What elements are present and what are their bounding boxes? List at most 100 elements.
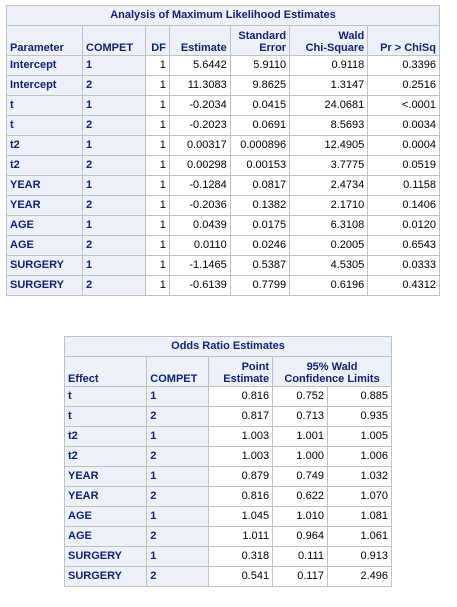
point-estimate-cell: 1.003	[208, 426, 274, 447]
pvalue-cell: 0.4312	[367, 275, 440, 296]
compet-cell: 1	[146, 426, 210, 447]
stderr-cell: 0.00153	[229, 155, 291, 176]
mle-table-row: Intercept 1 1 5.6442 5.9110 0.9118 0.3396	[5, 55, 440, 76]
df-cell: 1	[145, 255, 170, 276]
compet-cell: 2	[82, 155, 146, 176]
effect-cell: SURGERY	[63, 546, 148, 567]
parameter-cell: SURGERY	[5, 275, 84, 296]
mle-table-row: Intercept 2 1 11.3083 9.8625 1.3147 0.2516	[5, 75, 440, 96]
upper-limit-cell: 0.935	[326, 406, 393, 427]
estimate-cell: -0.6139	[168, 275, 231, 296]
effect-cell: YEAR	[63, 466, 148, 487]
lower-limit-cell: 0.713	[272, 406, 328, 427]
stderr-cell: 0.0817	[229, 175, 291, 196]
mle-table-row: t2 2 1 0.00298 0.00153 3.7775 0.0519	[5, 155, 440, 176]
compet-cell: 2	[146, 486, 210, 507]
estimate-cell: -0.1284	[168, 175, 231, 196]
parameter-cell: t	[5, 115, 84, 136]
odds-header-point-top: Point	[241, 361, 270, 373]
mle-header-wald-top: Wald	[338, 30, 365, 42]
chisq-cell: 1.3147	[289, 75, 369, 96]
df-cell: 1	[145, 155, 170, 176]
effect-cell: AGE	[63, 526, 148, 547]
upper-limit-cell: 1.006	[326, 446, 393, 467]
df-cell: 1	[145, 195, 170, 216]
upper-limit-cell: 1.070	[326, 486, 393, 507]
odds-table-row: YEAR 1 0.879 0.749 1.032	[63, 466, 393, 487]
mle-table-row: t 1 1 -0.2034 0.0415 24.0681 <.0001	[5, 95, 440, 116]
pvalue-cell: 0.0519	[367, 155, 440, 176]
stderr-cell: 5.9110	[229, 55, 291, 76]
pvalue-cell: 0.6543	[367, 235, 440, 256]
pvalue-cell: 0.0333	[367, 255, 440, 276]
point-estimate-cell: 1.003	[208, 446, 274, 467]
df-cell: 1	[145, 135, 170, 156]
odds-header-wald-bottom: Confidence Limits	[284, 373, 380, 385]
df-cell: 1	[145, 75, 170, 96]
compet-cell: 2	[146, 406, 210, 427]
upper-limit-cell: 2.496	[326, 566, 393, 587]
compet-cell: 2	[82, 115, 146, 136]
lower-limit-cell: 0.752	[272, 386, 328, 407]
point-estimate-cell: 1.045	[208, 506, 274, 527]
parameter-cell: t2	[5, 155, 84, 176]
odds-table-row: AGE 1 1.045 1.010 1.081	[63, 506, 393, 527]
estimate-cell: -0.2036	[168, 195, 231, 216]
stderr-cell: 0.1382	[229, 195, 291, 216]
upper-limit-cell: 1.005	[326, 426, 393, 447]
effect-cell: t	[63, 386, 148, 407]
point-estimate-cell: 1.011	[208, 526, 274, 547]
chisq-cell: 0.9118	[289, 55, 369, 76]
estimate-cell: 0.00298	[168, 155, 231, 176]
chisq-cell: 4.5305	[289, 255, 369, 276]
stderr-cell: 0.7799	[229, 275, 291, 296]
mle-table-row: SURGERY 1 1 -1.1465 0.5387 4.5305 0.0333	[5, 255, 440, 276]
chisq-cell: 2.1710	[289, 195, 369, 216]
parameter-cell: YEAR	[5, 175, 84, 196]
estimate-cell: -1.1465	[168, 255, 231, 276]
point-estimate-cell: 0.816	[208, 486, 274, 507]
stderr-cell: 0.0246	[229, 235, 291, 256]
mle-table-row: t2 1 1 0.00317 0.000896 12.4905 0.0004	[5, 135, 440, 156]
chisq-cell: 6.3108	[289, 215, 369, 236]
chisq-cell: 0.6196	[289, 275, 369, 296]
chisq-cell: 8.5693	[289, 115, 369, 136]
estimate-cell: 0.00317	[168, 135, 231, 156]
parameter-cell: AGE	[5, 215, 84, 236]
stderr-cell: 0.0175	[229, 215, 291, 236]
odds-header-point: Point Estimate	[208, 356, 274, 387]
odds-table: Odds Ratio Estimates Effect COMPET Point…	[63, 336, 393, 587]
point-estimate-cell: 0.879	[208, 466, 274, 487]
chisq-cell: 3.7775	[289, 155, 369, 176]
chisq-cell: 0.2005	[289, 235, 369, 256]
upper-limit-cell: 0.885	[326, 386, 393, 407]
parameter-cell: Intercept	[5, 55, 84, 76]
mle-header-estimate: Estimate	[168, 25, 231, 56]
compet-cell: 1	[82, 175, 146, 196]
estimate-cell: -0.2023	[168, 115, 231, 136]
chisq-cell: 12.4905	[289, 135, 369, 156]
effect-cell: YEAR	[63, 486, 148, 507]
compet-cell: 1	[82, 95, 146, 116]
df-cell: 1	[145, 275, 170, 296]
stderr-cell: 0.5387	[229, 255, 291, 276]
parameter-cell: YEAR	[5, 195, 84, 216]
odds-table-row: t 2 0.817 0.713 0.935	[63, 406, 393, 427]
compet-cell: 1	[82, 255, 146, 276]
compet-cell: 1	[146, 386, 210, 407]
lower-limit-cell: 0.964	[272, 526, 328, 547]
mle-table-row: SURGERY 2 1 -0.6139 0.7799 0.6196 0.4312	[5, 275, 440, 296]
estimate-cell: 0.0110	[168, 235, 231, 256]
stderr-cell: 9.8625	[229, 75, 291, 96]
odds-table-row: SURGERY 1 0.318 0.111 0.913	[63, 546, 393, 567]
compet-cell: 2	[82, 235, 146, 256]
compet-cell: 2	[82, 275, 146, 296]
parameter-cell: SURGERY	[5, 255, 84, 276]
stderr-cell: 0.000896	[229, 135, 291, 156]
compet-cell: 1	[146, 466, 210, 487]
parameter-cell: t2	[5, 135, 84, 156]
effect-cell: t	[63, 406, 148, 427]
compet-cell: 2	[146, 446, 210, 467]
odds-table-row: t2 2 1.003 1.000 1.006	[63, 446, 393, 467]
df-cell: 1	[145, 215, 170, 236]
